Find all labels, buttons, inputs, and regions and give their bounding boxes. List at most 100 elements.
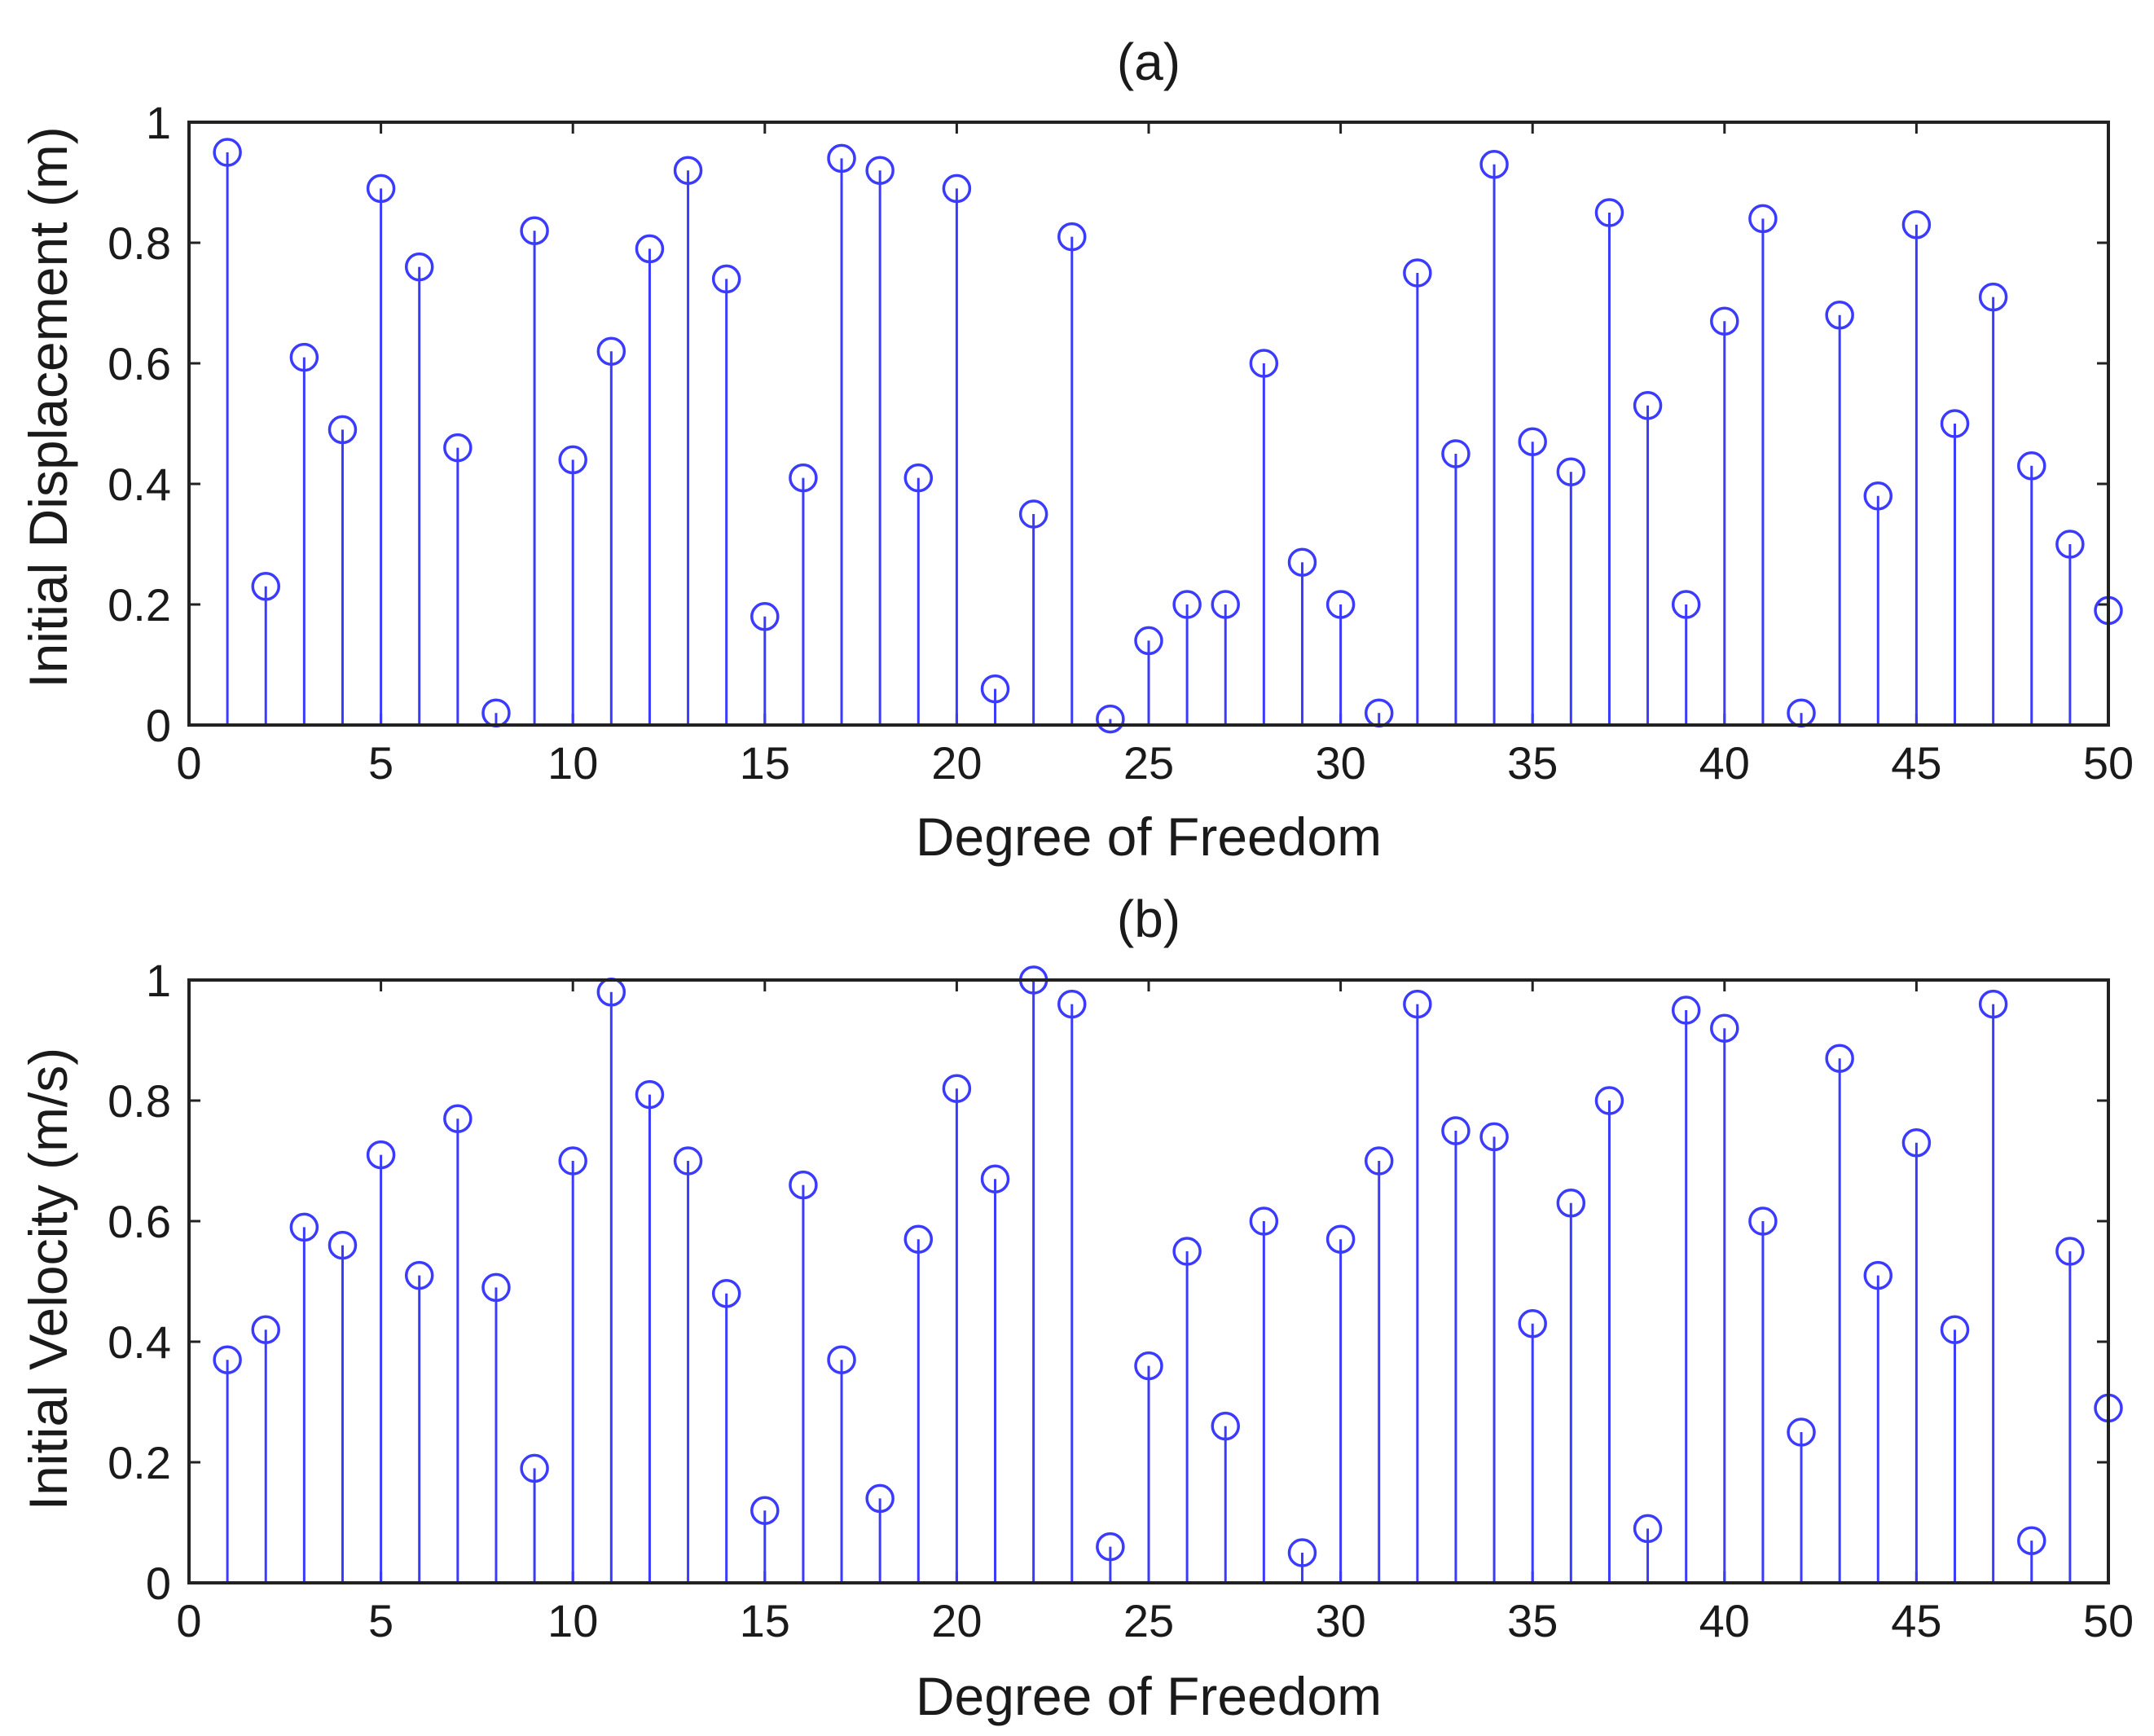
panel-a-title: (a): [1117, 33, 1180, 91]
panel-b-x-tick-label: 45: [1891, 1595, 1941, 1646]
panel-a-x-tick-label: 30: [1315, 737, 1365, 789]
panel-a-stem-marker: [1825, 301, 1854, 330]
panel-b-stem-marker: [1901, 1128, 1932, 1158]
panel-b-stem-marker: [1249, 1206, 1279, 1236]
panel-b-y-tick-label: 0: [146, 1558, 171, 1609]
panel-b-x-tick-label: 20: [931, 1595, 982, 1646]
panel-b-x-tick-label: 50: [2083, 1595, 2134, 1646]
panel-b-title: (b): [1117, 890, 1180, 948]
panel-a-stem-marker: [1096, 704, 1125, 734]
panel-b-stem-marker: [1479, 1122, 1509, 1152]
panel-a-stem-marker: [443, 433, 473, 463]
panel-a-stem-marker: [558, 445, 587, 475]
panel-b-stem-marker: [980, 1164, 1010, 1193]
panel-b-plot-frame: [187, 978, 2110, 1584]
panel-b: (b) Degree of Freedom Initial Velocity (…: [18, 890, 2134, 1726]
panel-b-x-tick-label: 10: [547, 1595, 598, 1646]
panel-b-stem-marker: [865, 1483, 895, 1514]
panel-b-stem-marker: [1287, 1538, 1317, 1567]
panel-b-stem-marker: [1134, 1351, 1163, 1381]
panel-a-stem-marker: [1710, 306, 1739, 336]
panel-b-stem-marker: [827, 1345, 856, 1374]
panel-a-stem-marker: [1594, 198, 1624, 227]
panel-a-stem-marker: [289, 342, 319, 372]
panel-a-stem-marker: [1134, 626, 1163, 656]
panel-b-stem-marker: [789, 1170, 818, 1200]
panel-a-stem-marker: [1325, 590, 1356, 619]
panel-b-stem-marker: [289, 1212, 319, 1242]
panel-b-x-tick-label: 40: [1699, 1595, 1750, 1646]
panel-a-y-tick-label: 0.8: [108, 218, 171, 269]
panel-a-stem-marker: [1863, 481, 1893, 511]
panel-b-stems: [213, 965, 2123, 1583]
panel-a-y-tick-label: 0.4: [108, 459, 171, 510]
panel-a-plot-frame: [187, 121, 2110, 727]
panel-b-stem-marker: [942, 1074, 972, 1103]
panel-b-stem-marker: [481, 1272, 511, 1303]
panel-a-x-tick-label: 40: [1699, 737, 1750, 789]
panel-b-stem-marker: [1710, 1013, 1739, 1043]
panel-a-stem-marker: [1940, 409, 1970, 438]
panel-b-stem-marker: [1671, 995, 1701, 1025]
panel-b-stem-marker: [1096, 1532, 1125, 1562]
panel-b-y-tick-label: 0.4: [108, 1316, 171, 1368]
panel-b-stem-marker: [1594, 1086, 1624, 1115]
panel-a-stem-marker: [1172, 590, 1202, 619]
panel-a-stem-marker: [711, 264, 741, 294]
panel-a-y-axis-label: Initial Displacement (m): [18, 126, 78, 688]
panel-a-stem-marker: [750, 602, 780, 631]
panel-b-x-tick-label: 15: [740, 1595, 790, 1646]
panel-a-stem-marker: [1018, 499, 1048, 529]
panel-a-stem-marker: [1748, 204, 1778, 234]
panel-b-stem-marker: [366, 1140, 396, 1170]
panel-a-stem-marker: [520, 216, 549, 245]
panel-a-x-tick-label: 45: [1891, 737, 1941, 789]
panel-b-y-axis-label: Initial Velocity (m/s): [18, 1048, 78, 1510]
panel-a-y-tick-label: 0: [146, 700, 171, 751]
panel-a-stem-marker: [789, 463, 818, 493]
panel-a-stem-marker: [1633, 391, 1663, 420]
panel-a-stem-marker: [1518, 427, 1547, 456]
panel-b-y-tick-label: 0.6: [108, 1196, 171, 1247]
panel-b-stem-marker: [1633, 1514, 1663, 1544]
panel-a-stem-marker: [673, 156, 703, 185]
panel-a-x-tick-label: 50: [2083, 737, 2134, 789]
panel-b-stem-marker: [1556, 1189, 1586, 1218]
panel-a-stem-marker: [404, 252, 434, 282]
panel-b-x-tick-label: 30: [1315, 1595, 1365, 1646]
panel-b-stem-marker: [213, 1345, 242, 1374]
panel-a-x-tick-label: 5: [368, 737, 393, 789]
panel-b-stem-marker: [635, 1079, 665, 1110]
panel-b-y-tick-label: 0.2: [108, 1437, 171, 1488]
panel-a: (a) Degree of Freedom Initial Displaceme…: [18, 33, 2134, 867]
panel-a-stems: [213, 138, 2123, 734]
panel-b-x-tick-label: 35: [1507, 1595, 1558, 1646]
panel-a-stem-marker: [1287, 547, 1317, 577]
panel-a-stem-marker: [1249, 349, 1279, 378]
panel-b-stem-marker: [1748, 1206, 1778, 1236]
panel-a-stem-marker: [635, 234, 665, 264]
panel-a-x-tick-label: 20: [931, 737, 982, 789]
panel-b-stem-marker: [2055, 1237, 2085, 1266]
panel-a-ticks: 0 5 10 15 20 25 30 35 40 45 50 0 0.2 0.4 0.6 0.8 1: [108, 97, 2134, 789]
panel-b-x-axis-label: Degree of Freedom: [916, 1666, 1382, 1726]
panel-a-stem-marker: [327, 415, 358, 445]
panel-b-y-tick-label: 1: [146, 955, 171, 1006]
panel-b-stem-marker: [673, 1146, 703, 1176]
panel-a-stem-marker: [1057, 222, 1087, 252]
panel-b-stem-marker: [1787, 1417, 1816, 1447]
panel-b-x-tick-label: 0: [176, 1595, 201, 1646]
panel-a-y-tick-label: 0.2: [108, 579, 171, 631]
panel-b-stem-marker: [558, 1146, 587, 1176]
panel-a-stem-marker: [865, 156, 895, 185]
panel-a-stem-marker: [213, 138, 242, 167]
panel-a-stem-marker: [980, 674, 1010, 704]
panel-b-stem-marker: [1211, 1411, 1240, 1441]
panel-a-stem-marker: [596, 336, 626, 366]
panel-b-stem-marker: [711, 1279, 741, 1308]
panel-b-stem-marker: [1978, 989, 2008, 1019]
panel-a-stem-marker: [2017, 451, 2046, 481]
panel-b-stem-marker: [1863, 1260, 1893, 1290]
panel-b-y-tick-label: 0.8: [108, 1075, 171, 1127]
